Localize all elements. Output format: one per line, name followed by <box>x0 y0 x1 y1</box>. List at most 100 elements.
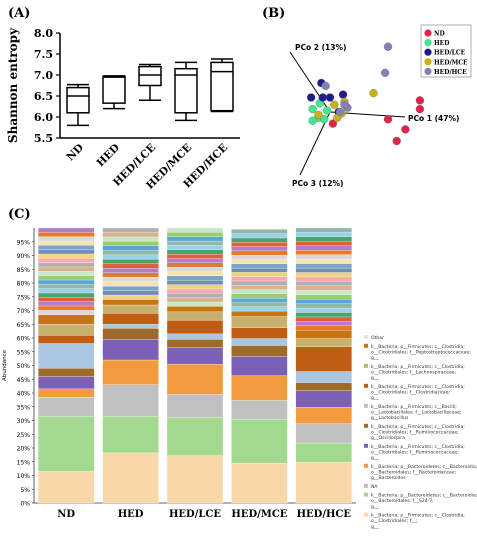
pcoa-point <box>314 110 323 120</box>
bar-segment <box>38 262 95 268</box>
bar-segment <box>231 302 288 307</box>
bar-segment <box>295 346 352 372</box>
y-tick-label: 5.5 <box>34 132 53 145</box>
pcoa-point <box>401 125 410 134</box>
y-tick-label: 50% <box>17 363 31 370</box>
axis-label-pco2: PCo 2 (13%) <box>295 43 346 52</box>
bar-segment <box>102 359 159 385</box>
bar-segment <box>166 258 224 263</box>
bar-segment <box>102 384 159 417</box>
pcoa-legend-label: ND <box>434 31 445 38</box>
bar-segment <box>38 284 95 289</box>
pcoa-point <box>328 119 338 128</box>
legend-swatch <box>364 423 368 428</box>
bar-segment <box>166 288 224 294</box>
y-tick-label: 7.0 <box>34 69 53 82</box>
bar-segment <box>231 285 288 290</box>
y-tick-label: 5% <box>20 487 30 494</box>
legend-label: k__Bacteria; p__Firmicutes; c__Clostridi… <box>371 513 465 530</box>
x-tick-label: HED <box>95 142 123 170</box>
pcoa-legend-marker <box>424 67 432 75</box>
bar-segment <box>295 338 352 347</box>
y-tick-label: 0% <box>20 501 30 508</box>
legend-swatch <box>364 343 368 348</box>
bar-segment <box>166 297 224 303</box>
legend-label: k__Bacteria; p__Firmicutes; c__Clostridi… <box>371 444 465 461</box>
bar-segment <box>166 249 224 255</box>
bar-segment <box>231 276 288 282</box>
bar-segment <box>231 418 288 464</box>
bar-segment <box>231 293 288 299</box>
bar-segment <box>231 280 288 286</box>
bar-segment <box>38 301 95 307</box>
bar-segment <box>231 289 288 294</box>
legend-swatch <box>364 483 368 488</box>
axis-label-pco1: PCo 1 (47%) <box>408 114 459 123</box>
bar-segment <box>231 310 288 317</box>
legend-swatch <box>364 492 368 497</box>
bar-segment <box>102 299 159 306</box>
pcoa-point <box>306 93 316 102</box>
bar-segment <box>38 275 95 281</box>
bar-segment <box>295 276 352 282</box>
bar-segment <box>166 254 224 259</box>
bar-segment <box>102 236 159 242</box>
bar-segment <box>231 242 288 247</box>
bar-segment <box>295 294 352 300</box>
bar-segment <box>295 285 352 291</box>
bar-segment <box>295 241 352 246</box>
axis-label-pco3: PCo 3 (12%) <box>292 179 343 188</box>
bar-segment <box>38 232 95 237</box>
legend-swatch <box>364 335 368 339</box>
legend-swatch <box>364 403 368 408</box>
pcoa-legend-marker <box>424 48 432 56</box>
bar-segment <box>102 227 159 233</box>
pcoa-point <box>318 93 327 102</box>
bar-segment <box>166 363 224 395</box>
pcoa-point <box>308 116 317 125</box>
bar-segment <box>295 303 352 309</box>
legend-label: k__Bacteria; p__Bacteroidetes; c__Bacter… <box>371 464 477 481</box>
legend-label: Other <box>371 335 384 341</box>
bar-segment <box>102 328 159 340</box>
box <box>66 86 90 114</box>
bar-segment <box>38 343 95 369</box>
bar-segment <box>295 245 352 251</box>
bar-segment <box>38 396 95 417</box>
bar-segment <box>102 245 159 251</box>
bar-segment <box>38 335 95 344</box>
bar-segment <box>166 240 224 246</box>
bar-segment <box>231 316 288 328</box>
bar-segment <box>166 267 224 272</box>
bar-segment <box>102 241 159 246</box>
legend-swatch <box>364 443 368 448</box>
pcoa-point <box>321 81 330 91</box>
bar-segment <box>102 250 159 255</box>
bar-segment <box>295 307 352 313</box>
y-tick-label: 85% <box>17 267 31 274</box>
bar-segment <box>38 240 95 246</box>
legend-label: k__Bacteria; p__Firmicutes; c__Clostridi… <box>371 424 465 441</box>
bar-segment <box>102 268 159 273</box>
bar-segment <box>231 375 288 401</box>
bar-segment <box>102 232 159 238</box>
bar-segment <box>231 356 288 376</box>
legend-swatch <box>364 463 368 468</box>
pcoa-point <box>383 42 393 51</box>
bar-segment <box>231 263 288 269</box>
bar-segment <box>38 249 95 255</box>
bar-segment <box>231 400 288 420</box>
pcoa-point <box>383 115 393 124</box>
bar-segment <box>38 245 95 250</box>
bar-segment <box>295 267 352 273</box>
bar-segment <box>166 262 224 268</box>
pcoa-point <box>392 136 401 146</box>
pcoa-point <box>308 104 317 114</box>
bar-segment <box>295 325 352 331</box>
bar-segment <box>231 338 288 346</box>
bar-segment <box>295 316 352 322</box>
bar-segment <box>166 455 224 504</box>
bar-segment <box>38 288 95 294</box>
pcoa-legend-marker <box>424 58 432 66</box>
bar-segment <box>102 452 159 504</box>
